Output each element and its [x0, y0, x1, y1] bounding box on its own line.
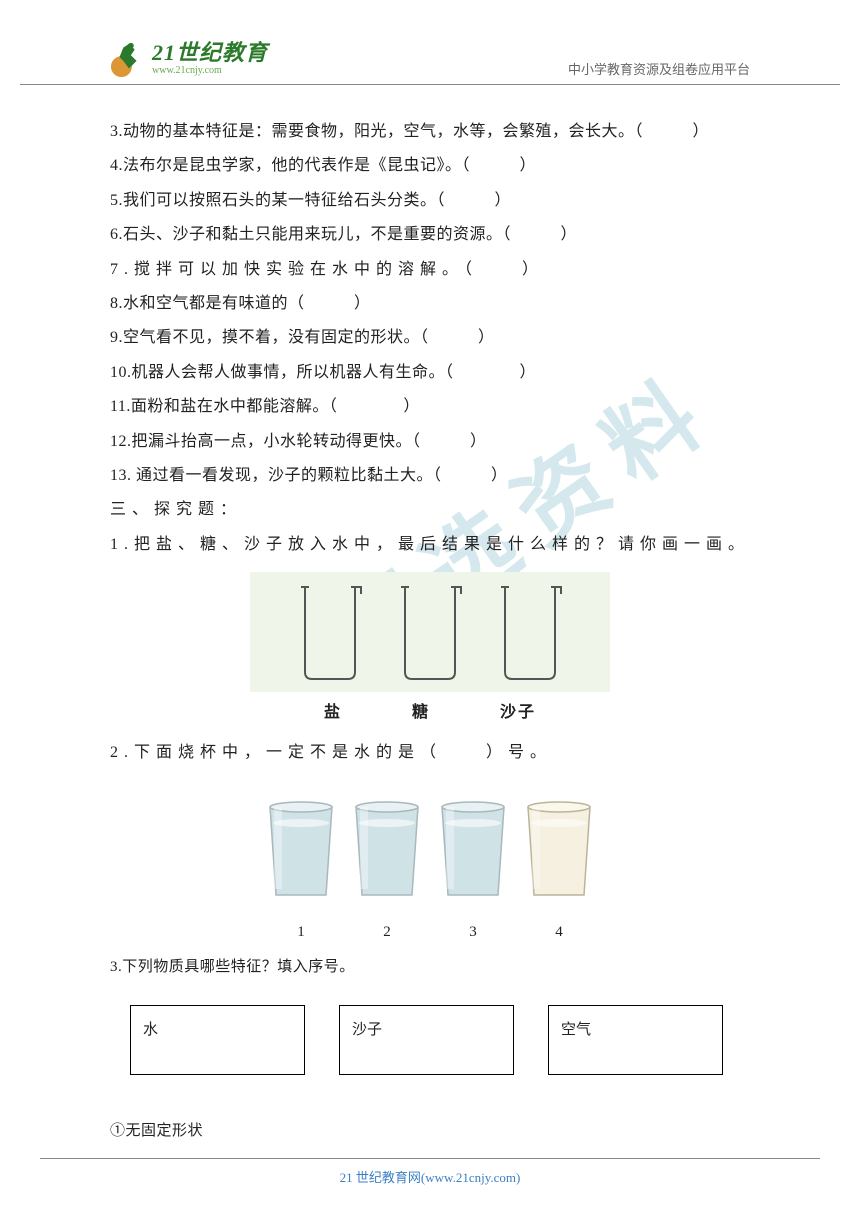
logo-cn-name: 21世纪教育: [152, 42, 268, 64]
glass-unit-1: 1: [264, 801, 338, 949]
beaker-label-2: 糖: [412, 696, 430, 730]
question-7: 7.搅拌可以加快实验在水中的溶解。（ ）: [110, 253, 750, 287]
glass-unit-3: 3: [436, 801, 510, 949]
question-10: 10.机器人会帮人做事情，所以机器人有生命。（ ）: [110, 356, 750, 390]
question-12: 12.把漏斗抬高一点，小水轮转动得更快。（ ）: [110, 425, 750, 459]
question-9: 9.空气看不见，摸不着，没有固定的形状。（ ）: [110, 321, 750, 355]
glass-num-3: 3: [436, 916, 510, 948]
beaker-labels: 盐 糖 沙子: [110, 696, 750, 730]
beaker-3: [495, 582, 565, 682]
question-5: 5.我们可以按照石头的某一特征给石头分类。（ ）: [110, 184, 750, 218]
glass-num-4: 4: [522, 916, 596, 948]
question-13: 13. 通过看一看发现，沙子的颗粒比黏土大。（ ）: [110, 459, 750, 493]
characteristic-boxes: 水 沙子 空气: [130, 1005, 750, 1075]
logo: 21世纪教育 www.21cnjy.com: [110, 40, 268, 78]
glass-unit-2: 2: [350, 801, 424, 949]
option-1: ①无固定形状: [110, 1115, 750, 1147]
logo-icon: [110, 40, 148, 78]
beaker-1: [295, 582, 365, 682]
glass-4: [522, 801, 596, 899]
section-3-title: 三、探究题：: [110, 493, 750, 527]
page-footer: 21 世纪教育网(www.21cnjy.com): [40, 1158, 820, 1186]
question-6: 6.石头、沙子和黏土只能用来玩儿，不是重要的资源。（ ）: [110, 218, 750, 252]
beaker-label-3: 沙子: [500, 696, 536, 730]
glass-1: [264, 801, 338, 899]
explore-q3: 3.下列物质具哪些特征？填入序号。: [110, 951, 750, 983]
glass-unit-4: 4: [522, 801, 596, 949]
question-8: 8.水和空气都是有味道的（ ）: [110, 287, 750, 321]
beaker-diagram-row: [250, 572, 610, 692]
glass-num-2: 2: [350, 916, 424, 948]
explore-q1: 1.把盐、糖、沙子放入水中，最后结果是什么样的？请你画一画。: [110, 528, 750, 562]
question-11: 11.面粉和盐在水中都能溶解。（ ）: [110, 390, 750, 424]
glass-num-1: 1: [264, 916, 338, 948]
glass-2: [350, 801, 424, 899]
page-header: 21世纪教育 www.21cnjy.com 中小学教育资源及组卷应用平台: [20, 0, 840, 85]
box-sand: 沙子: [339, 1005, 514, 1075]
header-platform-text: 中小学教育资源及组卷应用平台: [568, 59, 750, 78]
question-4: 4.法布尔是昆虫学家，他的代表作是《昆虫记》。（ ）: [110, 149, 750, 183]
beaker-2: [395, 582, 465, 682]
box-water: 水: [130, 1005, 305, 1075]
glasses-row: 1 2 3: [110, 801, 750, 949]
question-3: 3.动物的基本特征是：需要食物，阳光，空气，水等，会繁殖，会长大。（ ）: [110, 115, 750, 149]
glass-3: [436, 801, 510, 899]
worksheet-content: 3.动物的基本特征是：需要食物，阳光，空气，水等，会繁殖，会长大。（ ） 4.法…: [0, 85, 860, 1147]
logo-text: 21世纪教育 www.21cnjy.com: [152, 42, 268, 76]
box-air: 空气: [548, 1005, 723, 1075]
explore-q2: 2.下面烧杯中，一定不是水的是（ ）号。: [110, 736, 750, 770]
beaker-label-1: 盐: [324, 696, 342, 730]
logo-url: www.21cnjy.com: [152, 66, 268, 76]
